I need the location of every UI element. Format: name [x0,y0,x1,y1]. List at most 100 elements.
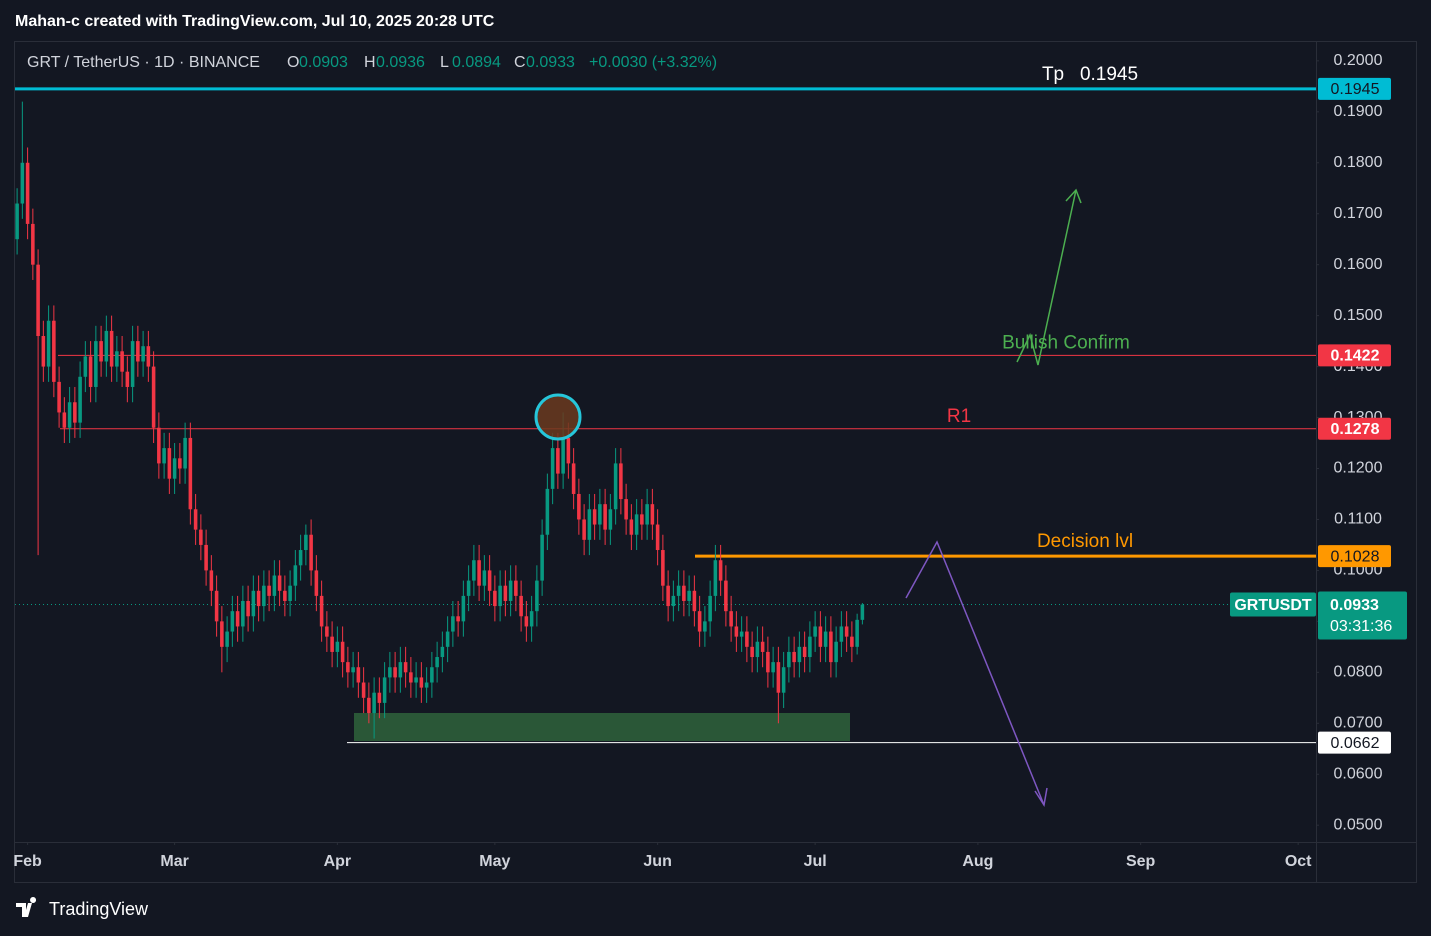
candle-body [136,341,140,362]
candle-body [813,626,817,637]
candle-body [319,595,324,627]
ohlc-key: C [514,54,526,71]
logo [16,897,37,917]
y-tick-label: 0.0700 [1334,714,1383,731]
candle-body [682,585,686,601]
x-tick-label: Aug [962,853,993,870]
candle-body [566,437,571,464]
candle-body [241,600,245,627]
candle-body [619,463,623,500]
y-tick-label: 0.1200 [1334,460,1383,477]
candle-body [713,560,718,596]
level-label: 0.1945 [1331,81,1380,98]
candle-body [577,493,581,520]
candle-body [629,519,634,535]
candle-body [456,616,460,622]
candle-body [298,550,303,566]
candle-body [661,550,665,586]
chart-frame [14,41,1417,883]
candle-body [209,570,214,591]
level-label: 0.1028 [1331,548,1380,565]
candle-body [325,626,329,637]
candle-body [36,264,40,337]
candle-body [482,570,487,586]
candle-body [776,662,781,693]
arrow-head [1065,188,1082,204]
ohlc-key: H [364,54,376,71]
candle-body [818,626,823,647]
y-tick-label: 0.1100 [1334,511,1382,528]
candle-body [650,504,655,525]
candles [15,101,865,739]
footer-text: TradingView [49,899,149,919]
candle-body [130,341,135,387]
candle-body [214,590,219,622]
axes: 0.2000 0.1900 0.1800 0.1700 0.1600 0.1500 0.14… [13,52,1407,870]
price-label: 0.0933 [1330,597,1379,614]
candle-body [141,346,145,362]
candle-body [393,667,397,678]
over-layer: Tp 0.1945 Bullish Confirm R1 Decision lvl [534,64,1138,808]
candle-body [220,621,224,647]
candle-body [157,427,161,464]
ticker-box [1230,592,1316,617]
candle-body [561,437,565,474]
candle-body [839,626,844,642]
candle-body [351,667,355,673]
candle-body [414,677,418,683]
candle-body [46,320,51,367]
level-label-box [1318,344,1391,367]
candle-body [262,585,266,607]
ohlc-key: L [440,54,449,71]
candle-body [608,509,613,530]
candle-body [771,662,775,673]
candle-body [346,662,350,673]
candle-body [503,585,508,601]
highlight-circle [534,393,582,441]
bearish-path [905,540,1045,806]
candle-body [855,619,859,647]
candle-body [256,590,261,607]
candle-body [246,600,250,617]
candle-body [272,575,277,596]
candle-body [398,662,403,678]
candle-body [183,437,187,469]
change: +0.0030 (+3.32%) [589,54,717,71]
x-tick-label: Apr [324,853,352,870]
price-box [1318,591,1407,640]
x-tick-label: Mar [160,853,188,870]
candle-body [540,534,544,581]
x-tick-label: Sep [1126,853,1156,870]
candle-body [545,488,550,535]
level-label-box [1318,417,1391,440]
candle-body [361,682,366,698]
candle-body [671,595,676,607]
candle-body [582,519,586,540]
level-label: 0.1422 [1331,348,1380,365]
candle-body [388,667,392,678]
candle-body [624,499,628,520]
candle-body [288,585,292,601]
candle-body [293,565,298,586]
candle-body [739,631,744,637]
candle-body [151,366,156,428]
candle-body [792,651,796,663]
candle-body [267,585,271,596]
y-tick-label: 0.0800 [1334,664,1383,681]
candle-body [760,641,765,652]
candle-body [556,448,560,474]
candle-body [535,580,539,612]
y-tick-label: 0.2000 [1334,52,1383,69]
candle-body [304,534,308,551]
level-text: Tp 0.1945 [1042,64,1138,85]
candle-body [225,631,229,647]
x-tick-label: Jun [643,853,671,870]
x-tick-label: Oct [1285,853,1312,870]
candle-body [445,631,450,647]
candle-body [645,504,649,525]
candle-body [755,641,760,658]
ohlc-value: 0.0903 [299,54,348,71]
y-tick-label: 0.0600 [1334,765,1383,782]
symbol: GRT / TetherUS · 1D · BINANCE [27,54,260,71]
demand-zone [354,713,850,741]
